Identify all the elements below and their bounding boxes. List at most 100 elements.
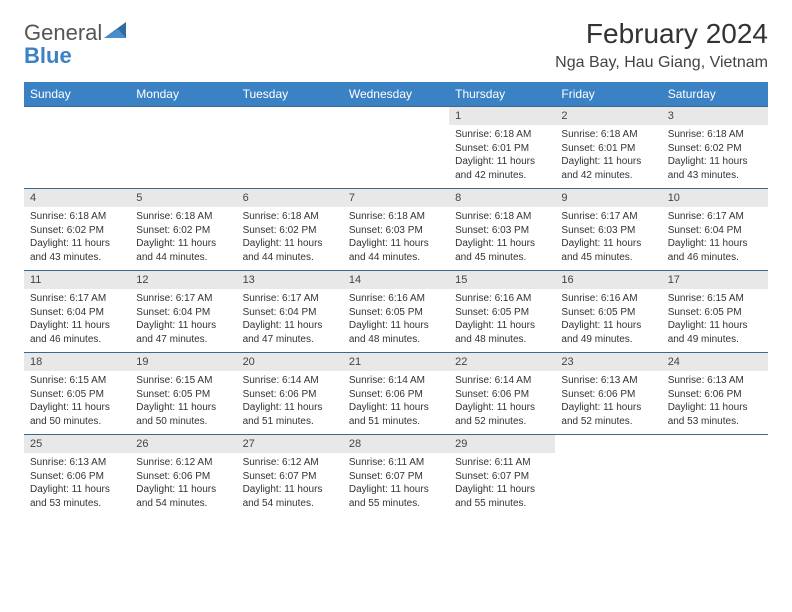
sunset-text: Sunset: 6:06 PM bbox=[30, 470, 124, 484]
sunrise-text: Sunrise: 6:18 AM bbox=[455, 210, 549, 224]
day-number-cell: 15 bbox=[449, 271, 555, 290]
day-detail-cell: Sunrise: 6:13 AMSunset: 6:06 PMDaylight:… bbox=[24, 453, 130, 516]
day-header: Monday bbox=[130, 82, 236, 107]
daylight-text: Daylight: 11 hours and 54 minutes. bbox=[243, 483, 337, 510]
sunset-text: Sunset: 6:06 PM bbox=[455, 388, 549, 402]
day-detail-row: Sunrise: 6:13 AMSunset: 6:06 PM Daylight:… bbox=[24, 453, 768, 516]
day-detail-cell: Sunrise: 6:18 AMSunset: 6:01 PMDaylight:… bbox=[449, 125, 555, 189]
daylight-text: Daylight: 11 hours and 48 minutes. bbox=[455, 319, 549, 346]
sunset-text: Sunset: 6:04 PM bbox=[30, 306, 124, 320]
day-number: 27 bbox=[243, 438, 255, 450]
sunrise-text: Sunrise: 6:18 AM bbox=[349, 210, 443, 224]
daylight-text: Daylight: 11 hours and 51 minutes. bbox=[349, 401, 443, 428]
day-detail-cell: Sunrise: 6:16 AMSunset: 6:05 PMDaylight:… bbox=[555, 289, 661, 353]
sunrise-text: Sunrise: 6:12 AM bbox=[136, 456, 230, 470]
day-detail-cell: Sunrise: 6:18 AMSunset: 6:03 PMDaylight:… bbox=[343, 207, 449, 271]
day-detail-cell: Sunrise: 6:17 AMSunset: 6:03 PMDaylight:… bbox=[555, 207, 661, 271]
day-number-cell: 14 bbox=[343, 271, 449, 290]
sunset-text: Sunset: 6:03 PM bbox=[561, 224, 655, 238]
sunrise-text: Sunrise: 6:16 AM bbox=[561, 292, 655, 306]
daylight-text: Daylight: 11 hours and 49 minutes. bbox=[668, 319, 762, 346]
day-number-cell: 13 bbox=[237, 271, 343, 290]
day-number-cell bbox=[24, 107, 130, 126]
day-detail-cell: Sunrise: 6:16 AMSunset: 6:05 PMDaylight:… bbox=[449, 289, 555, 353]
day-header: Tuesday bbox=[237, 82, 343, 107]
sunrise-text: Sunrise: 6:15 AM bbox=[136, 374, 230, 388]
day-number: 26 bbox=[136, 438, 148, 450]
day-number-cell bbox=[662, 435, 768, 454]
day-detail-cell: Sunrise: 6:17 AMSunset: 6:04 PMDaylight:… bbox=[662, 207, 768, 271]
day-number: 18 bbox=[30, 356, 42, 368]
day-header: Thursday bbox=[449, 82, 555, 107]
sunrise-text: Sunrise: 6:14 AM bbox=[455, 374, 549, 388]
day-detail-cell: Sunrise: 6:18 AMSunset: 6:02 PMDaylight:… bbox=[662, 125, 768, 189]
day-number-cell: 24 bbox=[662, 353, 768, 372]
day-number: 14 bbox=[349, 274, 361, 286]
daylight-text: Daylight: 11 hours and 44 minutes. bbox=[243, 237, 337, 264]
day-number-cell: 27 bbox=[237, 435, 343, 454]
day-detail-cell bbox=[662, 453, 768, 516]
day-detail-cell bbox=[555, 453, 661, 516]
day-number-cell: 20 bbox=[237, 353, 343, 372]
sunrise-text: Sunrise: 6:17 AM bbox=[136, 292, 230, 306]
sunrise-text: Sunrise: 6:17 AM bbox=[668, 210, 762, 224]
day-number: 16 bbox=[561, 274, 573, 286]
page-title: February 2024 bbox=[555, 18, 768, 50]
sunrise-text: Sunrise: 6:13 AM bbox=[668, 374, 762, 388]
sunrise-text: Sunrise: 6:14 AM bbox=[243, 374, 337, 388]
daylight-text: Daylight: 11 hours and 55 minutes. bbox=[455, 483, 549, 510]
day-detail-cell bbox=[343, 125, 449, 189]
sunset-text: Sunset: 6:07 PM bbox=[243, 470, 337, 484]
daylight-text: Daylight: 11 hours and 54 minutes. bbox=[136, 483, 230, 510]
day-number: 9 bbox=[561, 192, 567, 204]
day-header: Wednesday bbox=[343, 82, 449, 107]
day-number: 2 bbox=[561, 110, 567, 122]
day-number-cell: 16 bbox=[555, 271, 661, 290]
sunrise-text: Sunrise: 6:15 AM bbox=[668, 292, 762, 306]
day-number: 20 bbox=[243, 356, 255, 368]
sunset-text: Sunset: 6:03 PM bbox=[349, 224, 443, 238]
day-number: 22 bbox=[455, 356, 467, 368]
day-detail-cell: Sunrise: 6:16 AMSunset: 6:05 PMDaylight:… bbox=[343, 289, 449, 353]
day-detail-cell: Sunrise: 6:13 AMSunset: 6:06 PMDaylight:… bbox=[662, 371, 768, 435]
day-detail-cell: Sunrise: 6:17 AMSunset: 6:04 PMDaylight:… bbox=[24, 289, 130, 353]
sunset-text: Sunset: 6:05 PM bbox=[136, 388, 230, 402]
sunset-text: Sunset: 6:02 PM bbox=[30, 224, 124, 238]
sunset-text: Sunset: 6:04 PM bbox=[668, 224, 762, 238]
day-detail-cell bbox=[237, 125, 343, 189]
sunset-text: Sunset: 6:06 PM bbox=[668, 388, 762, 402]
day-number: 12 bbox=[136, 274, 148, 286]
logo: General Blue bbox=[24, 18, 128, 68]
sunrise-text: Sunrise: 6:18 AM bbox=[455, 128, 549, 142]
day-detail-cell: Sunrise: 6:18 AMSunset: 6:01 PMDaylight:… bbox=[555, 125, 661, 189]
daylight-text: Daylight: 11 hours and 47 minutes. bbox=[243, 319, 337, 346]
day-number: 10 bbox=[668, 192, 680, 204]
sunset-text: Sunset: 6:07 PM bbox=[455, 470, 549, 484]
day-number-cell: 10 bbox=[662, 189, 768, 208]
day-number: 4 bbox=[30, 192, 36, 204]
day-number-cell: 8 bbox=[449, 189, 555, 208]
day-number: 24 bbox=[668, 356, 680, 368]
day-number-cell: 2 bbox=[555, 107, 661, 126]
day-number: 28 bbox=[349, 438, 361, 450]
day-header: Sunday bbox=[24, 82, 130, 107]
sunrise-text: Sunrise: 6:18 AM bbox=[136, 210, 230, 224]
sunrise-text: Sunrise: 6:11 AM bbox=[349, 456, 443, 470]
sunrise-text: Sunrise: 6:13 AM bbox=[30, 456, 124, 470]
daylight-text: Daylight: 11 hours and 55 minutes. bbox=[349, 483, 443, 510]
daylight-text: Daylight: 11 hours and 49 minutes. bbox=[561, 319, 655, 346]
daylight-text: Daylight: 11 hours and 46 minutes. bbox=[668, 237, 762, 264]
day-number-cell bbox=[343, 107, 449, 126]
logo-sail-icon bbox=[104, 22, 128, 40]
daylight-text: Daylight: 11 hours and 53 minutes. bbox=[668, 401, 762, 428]
sunset-text: Sunset: 6:06 PM bbox=[243, 388, 337, 402]
day-detail-row: Sunrise: 6:17 AMSunset: 6:04 PMDaylight:… bbox=[24, 289, 768, 353]
sunset-text: Sunset: 6:04 PM bbox=[136, 306, 230, 320]
day-detail-row: Sunrise: 6:15 AMSunset: 6:05 PM Daylight:… bbox=[24, 371, 768, 435]
day-detail-row: Sunrise: 6:18 AMSunset: 6:01 PMDaylight:… bbox=[24, 125, 768, 189]
daylight-text: Daylight: 11 hours and 52 minutes. bbox=[561, 401, 655, 428]
daylight-text: Daylight: 11 hours and 50 minutes. bbox=[30, 401, 124, 428]
day-number: 3 bbox=[668, 110, 674, 122]
day-detail-cell: Sunrise: 6:18 AMSunset: 6:02 PMDaylight:… bbox=[24, 207, 130, 271]
day-number-cell: 4 bbox=[24, 189, 130, 208]
